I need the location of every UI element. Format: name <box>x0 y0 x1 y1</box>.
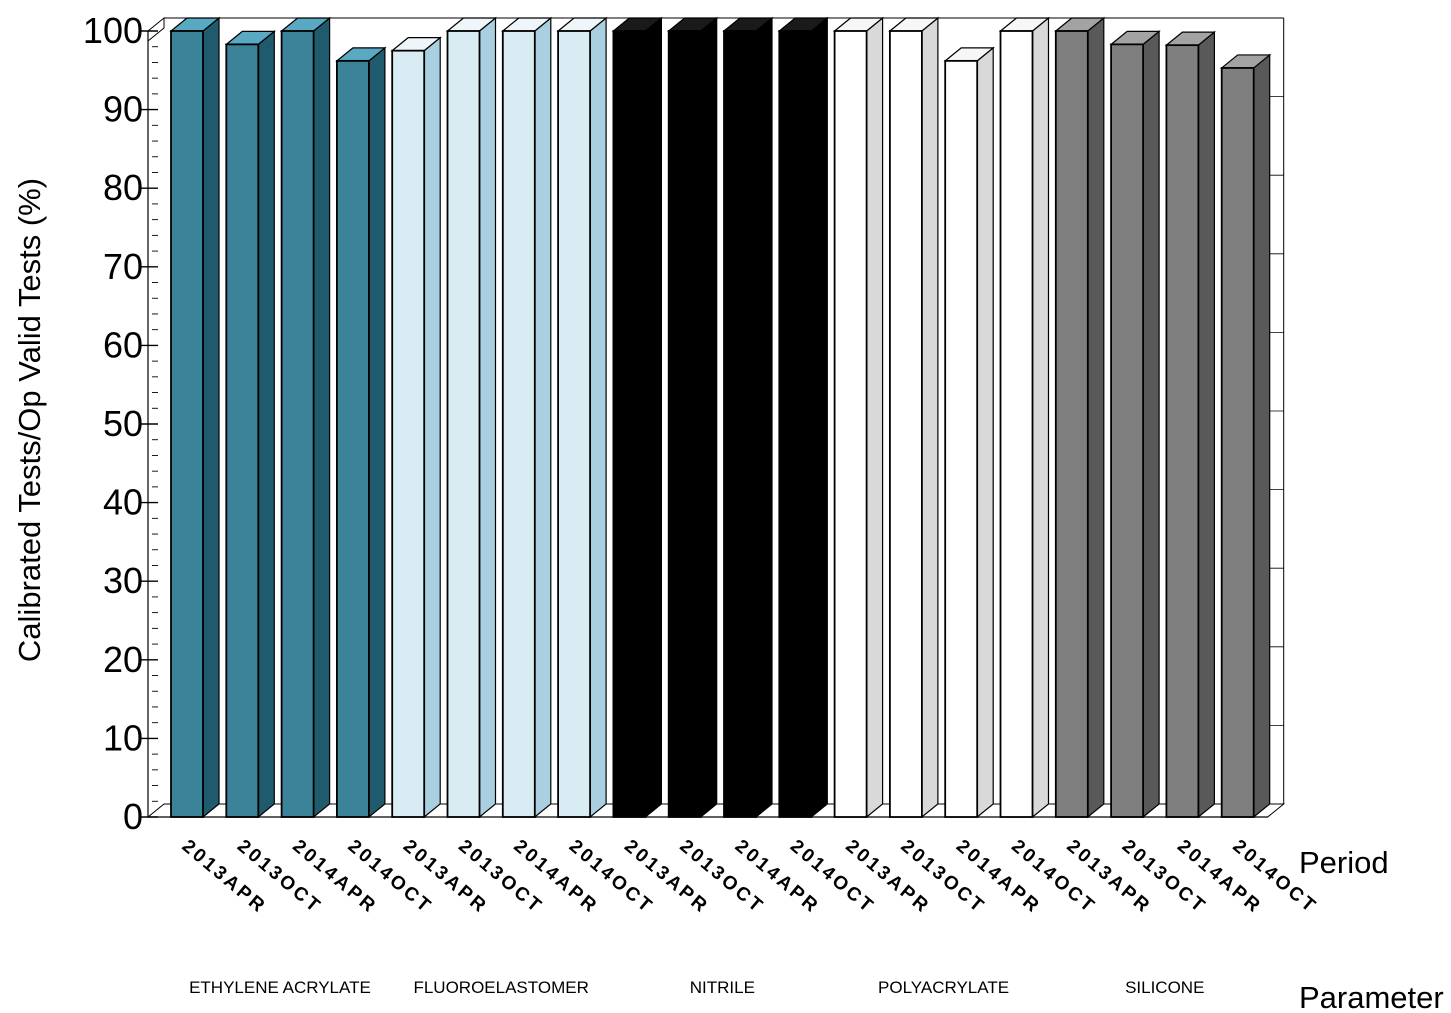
bar <box>832 16 885 819</box>
bar <box>611 16 664 819</box>
y-tick-label: 90 <box>103 89 143 130</box>
bar-front-face <box>391 49 426 818</box>
parameter-group-label: POLYACRYLATE <box>878 978 1009 997</box>
bar-front-face <box>723 30 757 818</box>
bar-side-face <box>1253 53 1271 819</box>
bar-front-face <box>225 43 260 818</box>
bar <box>1164 30 1217 819</box>
bar <box>943 46 995 819</box>
bar-front-face <box>889 30 923 818</box>
period-axis-title: Period <box>1299 845 1389 880</box>
bar <box>445 16 498 819</box>
bar <box>501 16 553 819</box>
y-tick-label: 40 <box>103 482 143 523</box>
bar-front-face <box>1110 43 1144 818</box>
bar-side-face <box>1087 16 1105 819</box>
y-tick-label: 100 <box>83 10 143 51</box>
bar <box>335 46 387 819</box>
bar-side-face <box>700 16 718 819</box>
bar <box>279 16 332 819</box>
bar <box>1109 30 1161 819</box>
bar-front-face <box>170 30 204 818</box>
parameter-axis-title: Parameter <box>1299 980 1444 1013</box>
bar-front-face <box>1165 44 1200 818</box>
bar-front-face <box>280 30 315 818</box>
y-tick-label: 30 <box>103 560 143 601</box>
bar-side-face <box>644 16 663 819</box>
parameter-group-label: FLUOROELASTOMER <box>413 978 588 997</box>
bar <box>169 16 221 819</box>
bar-side-face <box>1197 30 1216 819</box>
bar-front-face <box>667 30 702 818</box>
bar-front-face <box>944 59 979 818</box>
bar-front-face <box>501 30 536 818</box>
bar-layer <box>169 16 1272 819</box>
bar-side-face <box>257 30 275 819</box>
bar <box>722 16 774 819</box>
bar-side-face <box>313 16 331 819</box>
bar-side-face <box>921 16 939 819</box>
bar-front-face <box>446 30 481 818</box>
bar <box>1054 16 1106 819</box>
y-tick-label: 20 <box>103 639 143 680</box>
bar-side-face <box>976 46 994 819</box>
bar-front-face <box>999 30 1034 818</box>
y-axis: 0 10 20 30 40 50 60 70 80 90 100 <box>83 10 158 837</box>
bar-side-face <box>865 16 884 819</box>
x-axis: 2013APR2013OCT2014APR2014OCT2013APR2013O… <box>178 836 1321 997</box>
left-wall-cap <box>147 16 165 43</box>
bar-front-face <box>1220 67 1255 818</box>
bar-front-face <box>778 30 813 818</box>
y-tick-label: 0 <box>123 796 143 837</box>
bar-front-face <box>833 30 868 818</box>
bar-side-face <box>202 16 220 819</box>
bar <box>224 30 276 819</box>
bar-side-face <box>1031 16 1050 819</box>
bar-side-face <box>755 16 773 819</box>
bar <box>390 36 442 819</box>
bar-front-face <box>557 30 591 818</box>
parameter-group-label: ETHYLENE ACRYLATE <box>189 978 371 997</box>
bar-front-face <box>612 30 647 818</box>
bar-side-face <box>534 16 552 819</box>
bar <box>777 16 829 819</box>
bar <box>556 16 608 819</box>
bar-side-face <box>368 46 386 819</box>
bar <box>1220 53 1272 819</box>
bar <box>998 16 1051 819</box>
bar-side-face <box>478 16 497 819</box>
bar-side-face <box>589 16 607 819</box>
bar-side-face <box>1142 30 1160 819</box>
parameter-group-label: NITRILE <box>690 978 755 997</box>
parameter-group-label: SILICONE <box>1125 978 1204 997</box>
y-tick-label: 60 <box>103 324 143 365</box>
bar-front-face <box>1054 30 1089 818</box>
bar-side-face <box>423 36 441 819</box>
bar-side-face <box>810 16 828 819</box>
y-tick-label: 80 <box>103 167 143 208</box>
bar-front-face <box>335 59 370 818</box>
y-axis-title: Calibrated Tests/Op Valid Tests (%) <box>12 178 47 662</box>
y-tick-label: 10 <box>103 717 143 758</box>
y-tick-label: 50 <box>103 403 143 444</box>
bar <box>667 16 719 819</box>
y-tick-label: 70 <box>103 246 143 287</box>
bar <box>888 16 940 819</box>
